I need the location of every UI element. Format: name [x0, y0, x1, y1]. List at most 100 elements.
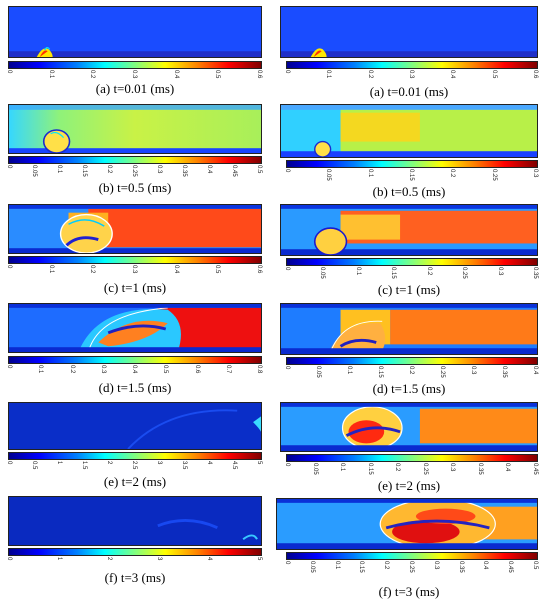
colorbar-tick-label: 4 — [206, 461, 212, 465]
colorbar-tick-label: 0.35 — [457, 561, 464, 573]
left-caption-c: (c) t=1 (ms) — [103, 280, 167, 295]
colorbar-tick-label: 0.15 — [81, 165, 87, 177]
left-ticks-f: 0 1 2 3 4 5 — [6, 557, 262, 567]
colorbar-tick-label: 0.3 — [470, 366, 476, 375]
left-ticks-c: 0 0.1 0.2 0.3 0.4 0.5 0.6 — [6, 265, 262, 275]
colorbar-tick-label: 0.4 — [449, 70, 456, 79]
colorbar-tick-label: 0 — [284, 169, 290, 173]
colorbar-tick-label: 0.1 — [47, 265, 54, 274]
colorbar-tick-label: 1 — [56, 461, 62, 465]
right-caption-d: (d) t=1.5 (ms) — [372, 381, 446, 396]
colorbar-tick-label: 0.3 — [408, 70, 414, 79]
colorbar-tick-label: 0 — [6, 365, 12, 369]
colorbar-tick-label: 0 — [6, 461, 12, 465]
left-colorbar-c — [8, 256, 262, 264]
colorbar-tick-label: 0.2 — [68, 365, 75, 374]
colorbar-tick-label: 1.5 — [81, 461, 87, 470]
colorbar-tick-label: 0.5 — [256, 165, 262, 174]
left-colorbar-f — [8, 548, 262, 556]
right-colorbar-c — [286, 258, 538, 266]
right-caption-a: (a) t=0.01 (ms) — [369, 84, 449, 99]
colorbar-tick-label: 0.2 — [394, 463, 401, 472]
colorbar-tick-label: 0.3 — [432, 561, 439, 570]
right-ticks-b: 0 0.05 0.1 0.15 0.2 0.25 0.3 — [284, 169, 538, 181]
right-caption-e: (e) t=2 (ms) — [377, 478, 441, 493]
colorbar-tick-label: 0.3 — [496, 267, 503, 276]
colorbar-tick-label: 3.5 — [181, 461, 187, 470]
colorbar-tick-label: 0.15 — [366, 463, 373, 475]
colorbar-tick-label: 0.4 — [131, 365, 137, 374]
colorbar-tick-label: 3 — [156, 461, 162, 465]
colorbar-tick-label: 2 — [106, 557, 112, 561]
colorbar-tick-label: 0.8 — [256, 365, 262, 374]
right-ticks-c: 0 0.05 0.1 0.15 0.2 0.25 0.3 0.35 — [284, 267, 538, 279]
left-caption-d: (d) t=1.5 (ms) — [98, 380, 172, 395]
right-field-e — [280, 402, 538, 452]
colorbar-tick-label: 0.4 — [482, 561, 489, 570]
left-ticks-e: 0 0.5 1 1.5 2 2.5 3 3.5 4 4.5 5 — [6, 461, 262, 471]
left-ticks-a: 0 0.1 0.2 0.3 0.4 0.5 0.6 — [6, 70, 262, 80]
colorbar-tick-label: 0.2 — [106, 165, 112, 174]
colorbar-tick-label: 0.3 — [532, 169, 538, 178]
right-colorbar-a — [286, 61, 538, 69]
colorbar-tick-label: 1 — [56, 557, 62, 561]
colorbar-tick-label: 0.45 — [532, 463, 538, 475]
colorbar-tick-label: 0.3 — [99, 365, 106, 374]
colorbar-tick-label: 0 — [284, 267, 290, 271]
colorbar-tick-label: 0.35 — [532, 267, 538, 279]
colorbar-tick-label: 0.6 — [193, 365, 200, 374]
colorbar-tick-label: 0.6 — [532, 70, 538, 79]
left-field-f — [8, 496, 262, 546]
left-colorbar-d — [8, 356, 262, 364]
colorbar-tick-label: 0.3 — [131, 70, 137, 79]
left-field-d — [8, 303, 262, 353]
colorbar-tick-label: 0.3 — [131, 265, 137, 274]
colorbar-tick-label: 0 — [6, 265, 12, 269]
colorbar-tick-label: 0.2 — [383, 561, 390, 570]
left-caption-a: (a) t=0.01 (ms) — [95, 81, 175, 96]
colorbar-tick-label: 0.15 — [377, 366, 383, 378]
colorbar-tick-label: 0.2 — [408, 366, 414, 375]
left-ticks-b: 0 0.05 0.1 0.15 0.2 0.25 0.3 0.35 0.4 0.45 0.5 — [6, 165, 262, 177]
colorbar-tick-label: 0.25 — [408, 561, 414, 573]
right-ticks-e: 0 0.05 0.1 0.15 0.2 0.25 0.3 0.35 0.4 0.45 — [284, 463, 538, 475]
colorbar-tick-label: 0.2 — [449, 169, 456, 178]
colorbar-tick-label: 0.4 — [504, 463, 511, 472]
colorbar-tick-label: 0.5 — [490, 70, 497, 79]
right-colorbar-d — [286, 357, 538, 365]
left-caption-b: (b) t=0.5 (ms) — [98, 180, 172, 195]
left-colorbar-b — [8, 156, 262, 164]
colorbar-tick-label: 0.1 — [325, 70, 332, 79]
colorbar-tick-label: 3 — [156, 557, 162, 561]
colorbar-tick-label: 0.05 — [308, 561, 315, 573]
colorbar-tick-label: 0.1 — [366, 169, 373, 178]
colorbar-tick-label: 5 — [256, 461, 262, 465]
colorbar-tick-label: 0.3 — [449, 463, 456, 472]
right-field-f — [276, 498, 538, 550]
colorbar-tick-label: 0.05 — [325, 169, 332, 181]
colorbar-tick-label: 0.1 — [37, 365, 44, 374]
colorbar-tick-label: 0 — [284, 366, 290, 370]
colorbar-tick-label: 0 — [6, 165, 12, 169]
left-caption-e: (e) t=2 (ms) — [103, 474, 167, 489]
colorbar-tick-label: 0.4 — [206, 165, 212, 174]
right-field-b — [280, 104, 538, 158]
colorbar-tick-label: 0.15 — [358, 561, 365, 573]
colorbar-tick-label: 0 — [284, 561, 290, 565]
colorbar-tick-label: 2.5 — [131, 461, 137, 470]
right-colorbar-b — [286, 160, 538, 168]
colorbar-tick-label: 0.1 — [56, 165, 62, 174]
colorbar-tick-label: 0.15 — [390, 267, 397, 279]
colorbar-tick-label: 0.05 — [311, 463, 318, 475]
colorbar-tick-label: 2 — [106, 461, 112, 465]
colorbar-tick-label: 0.45 — [231, 165, 237, 177]
colorbar-tick-label: 0.1 — [339, 463, 346, 472]
left-field-a — [8, 6, 262, 58]
colorbar-tick-label: 0.05 — [319, 267, 326, 279]
colorbar-tick-label: 5 — [256, 557, 262, 561]
right-field-a — [280, 6, 538, 58]
colorbar-tick-label: 0.5 — [214, 265, 221, 274]
right-colorbar-f — [286, 552, 538, 560]
colorbar-tick-label: 0 — [284, 463, 290, 467]
colorbar-tick-label: 0.4 — [172, 265, 179, 274]
